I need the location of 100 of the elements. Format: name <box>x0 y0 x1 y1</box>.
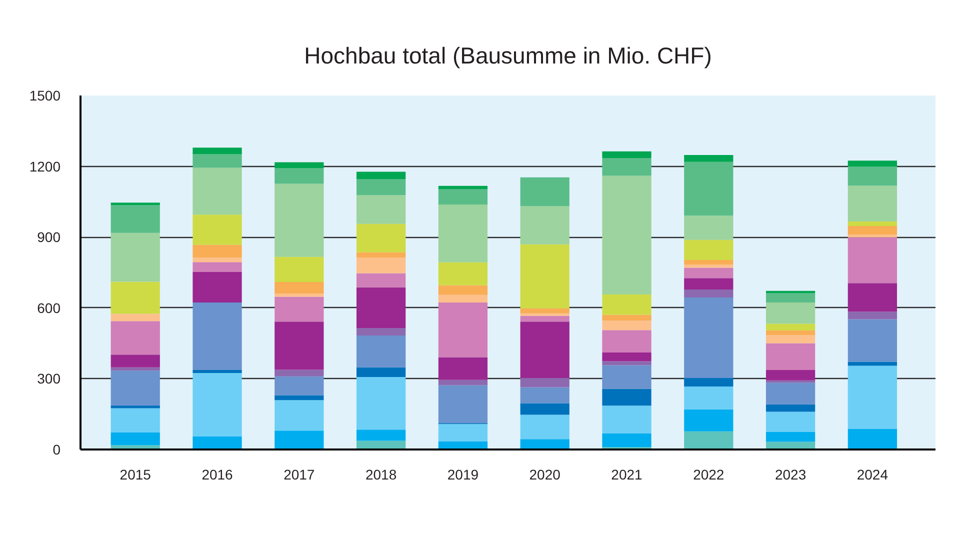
bar <box>848 226 898 235</box>
bar <box>274 376 324 396</box>
x-tick-label: 2018 <box>365 466 397 482</box>
bar <box>192 370 242 374</box>
bar <box>110 232 160 282</box>
bar <box>520 316 570 322</box>
bar <box>274 296 324 322</box>
bar <box>438 294 488 302</box>
x-tick-label: 2023 <box>774 466 806 482</box>
bar <box>766 412 816 432</box>
bar <box>520 414 570 440</box>
bar <box>192 272 242 302</box>
bar <box>356 195 406 224</box>
bar <box>274 430 324 450</box>
bar <box>602 352 652 362</box>
bar <box>602 176 652 294</box>
bar <box>356 172 406 180</box>
bar <box>766 330 816 336</box>
bar <box>766 382 816 404</box>
bar <box>438 189 488 205</box>
bar <box>110 408 160 432</box>
bar <box>684 268 734 278</box>
bar <box>602 365 652 389</box>
bar <box>110 205 160 233</box>
bar <box>684 298 734 378</box>
bar <box>356 328 406 336</box>
bar <box>684 431 734 450</box>
bar <box>602 320 652 330</box>
bar <box>766 302 816 324</box>
bar <box>520 403 570 415</box>
bar <box>602 361 652 366</box>
bar <box>438 357 488 380</box>
bar <box>848 362 898 366</box>
bar <box>274 184 324 257</box>
bar <box>766 324 816 330</box>
bar <box>520 206 570 244</box>
bar <box>438 285 488 295</box>
x-tick-label: 2022 <box>693 466 724 482</box>
bar <box>848 366 898 429</box>
bar <box>356 224 406 252</box>
bar <box>848 428 898 450</box>
bar <box>684 386 734 410</box>
bar <box>848 234 898 238</box>
bar <box>274 370 324 376</box>
x-tick-label: 2016 <box>202 466 234 482</box>
y-tick-label: 1500 <box>29 88 61 104</box>
bar <box>684 240 734 260</box>
bar <box>356 179 406 196</box>
bar <box>684 289 734 298</box>
bar <box>438 302 488 358</box>
bar <box>684 264 734 268</box>
bar <box>110 367 160 371</box>
bar <box>766 404 816 412</box>
bar <box>684 378 734 386</box>
bar <box>766 290 816 294</box>
bar <box>274 400 324 431</box>
x-tick-label: 2015 <box>120 466 152 482</box>
bar <box>602 158 652 176</box>
bar <box>766 343 816 370</box>
chart-title: Hochbau total (Bausumme in Mio. CHF) <box>304 42 712 68</box>
bar <box>520 244 570 308</box>
bar <box>684 162 734 216</box>
x-tick-label: 2020 <box>529 466 561 482</box>
bar <box>192 168 242 215</box>
bar <box>848 312 898 320</box>
bar <box>438 385 488 424</box>
bar <box>192 262 242 272</box>
bar <box>274 294 324 297</box>
bar <box>766 432 816 442</box>
bar <box>192 258 242 262</box>
bar <box>684 154 734 162</box>
bar <box>110 370 160 406</box>
bar <box>766 370 816 380</box>
bar <box>684 260 734 265</box>
bar <box>848 160 898 167</box>
bar <box>766 335 816 344</box>
bar <box>602 388 652 406</box>
bar <box>848 283 898 312</box>
bar <box>192 302 242 370</box>
x-tick-label: 2024 <box>856 466 888 482</box>
bar <box>356 287 406 328</box>
bar <box>766 442 816 450</box>
bar <box>274 256 324 282</box>
bar <box>520 308 570 314</box>
y-tick-label: 900 <box>37 229 61 246</box>
bar <box>684 409 734 432</box>
bar <box>274 322 324 370</box>
bar <box>192 436 242 450</box>
bar <box>192 244 242 258</box>
bar <box>110 282 160 314</box>
bar <box>602 433 652 448</box>
bar <box>520 378 570 388</box>
y-tick-label: 0 <box>52 442 61 458</box>
bar <box>192 148 242 154</box>
bar <box>520 387 570 404</box>
y-tick-label: 600 <box>37 300 61 316</box>
x-tick-label: 2019 <box>447 466 479 482</box>
bar <box>110 432 160 446</box>
y-tick-label: 1200 <box>29 158 61 174</box>
bar <box>602 330 652 353</box>
